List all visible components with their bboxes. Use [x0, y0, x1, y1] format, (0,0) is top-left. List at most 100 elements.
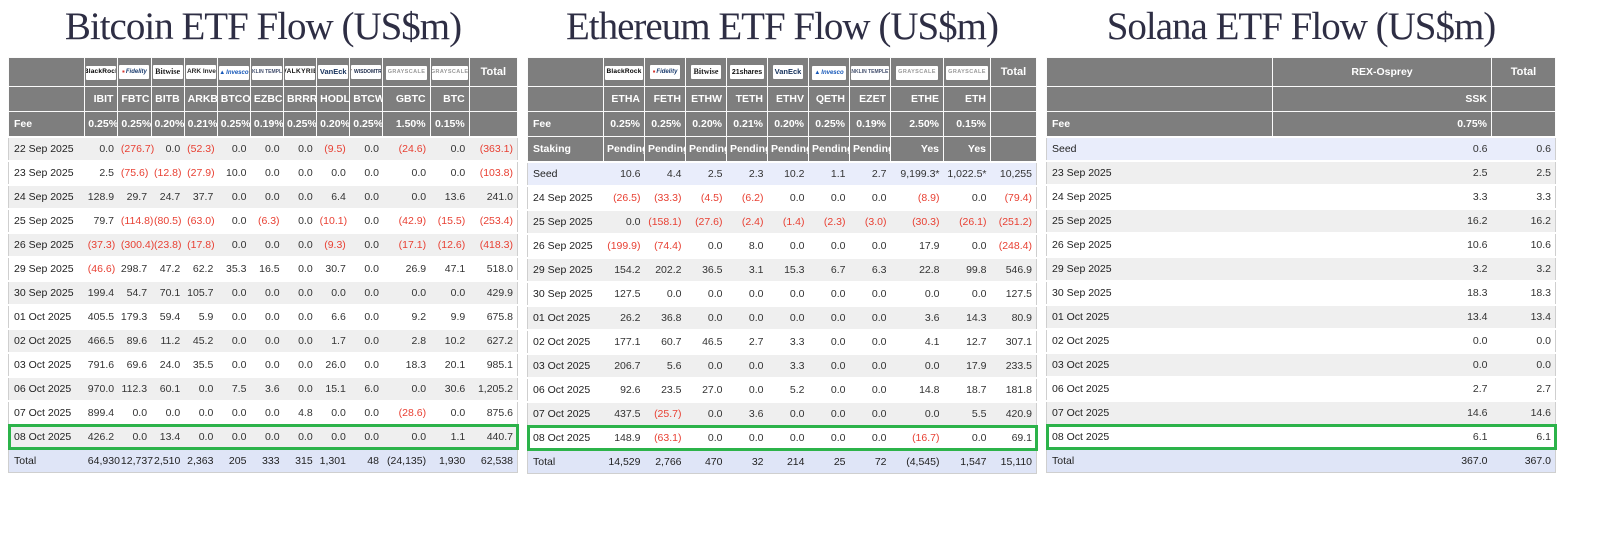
value-cell: 791.6	[84, 351, 118, 377]
vaneck-logo: VanEck	[772, 65, 804, 79]
fee-value: 0.20%	[685, 111, 727, 137]
table-header: REX-Osprey Total SSK Fee 0.75%	[1046, 57, 1556, 137]
value-cell: 54.7	[117, 279, 152, 305]
row-total-cell: (253.4)	[469, 207, 518, 233]
row-total-cell: 127.5	[990, 280, 1037, 306]
data-row: 29 Sep 2025 3.2 3.2	[1046, 255, 1556, 281]
row-label: Total	[527, 448, 604, 474]
fee-value: 0.15%	[943, 111, 991, 137]
total-spacer-cell	[1491, 86, 1556, 112]
row-total-cell: (251.2)	[990, 208, 1037, 234]
value-cell: 0.0	[943, 280, 991, 306]
value-cell: 202.2	[644, 256, 686, 282]
staking-row: Staking Pending Pending Pending Pending Pendi…	[527, 136, 1037, 162]
staking-value: Pending	[808, 136, 850, 162]
row-total-cell: 546.9	[990, 256, 1037, 282]
value-cell: (10.1)	[316, 207, 350, 233]
value-cell: (24,135)	[382, 447, 431, 473]
row-label: 03 Oct 2025	[1046, 351, 1273, 377]
data-row: 25 Sep 2025 0.0 (158.1) (27.6) (2.4) (1.4) (2.…	[527, 208, 1037, 234]
value-cell: 2,510	[151, 447, 185, 473]
solana-etf-flow-table: REX-Osprey Total SSK Fee 0.75% Seed 0.6 0.6 23 S…	[1045, 57, 1557, 473]
value-cell: 0.0	[349, 351, 383, 377]
provider-cell: 21shares	[726, 57, 768, 87]
row-total-cell: 875.6	[469, 399, 518, 425]
value-cell: 0.0	[849, 400, 891, 426]
row-label: 02 Oct 2025	[1046, 327, 1273, 353]
ticker-header: BTC	[429, 86, 470, 112]
solana-panel: Solana ETF Flow (US$m) REX-Osprey Total SS…	[1045, 0, 1557, 474]
row-label: 01 Oct 2025	[527, 304, 604, 330]
rex-osprey-logo: REX-Osprey	[1351, 67, 1413, 78]
row-total-cell: (363.1)	[469, 135, 518, 161]
value-cell: 3.3	[767, 352, 809, 378]
row-total-cell: 181.8	[990, 376, 1037, 402]
data-row: 07 Oct 2025 899.4 0.0 0.0 0.0 0.0 0.0 4.8 0.0 0.0…	[8, 399, 518, 425]
data-row: 30 Sep 2025 127.5 0.0 0.0 0.0 0.0 0.0 0.0 0.0 0.0…	[527, 280, 1037, 306]
valkyrie-logo: Valkyrie	[285, 65, 316, 80]
row-label: 24 Sep 2025	[8, 183, 85, 209]
data-row: 25 Sep 2025 79.7 (114.8) (80.5) (63.0) 0.0 (6.…	[8, 207, 518, 233]
data-row: 24 Sep 2025 (26.5) (33.3) (4.5) (6.2) 0.0 0.0 0…	[527, 184, 1037, 210]
seed-row: Seed 0.6 0.6	[1046, 135, 1556, 161]
row-label: 01 Oct 2025	[8, 303, 85, 329]
ticker-header: BITB	[150, 86, 185, 112]
data-row: 30 Sep 2025 199.4 54.7 70.1 105.7 0.0 0.0 0.0 0.…	[8, 279, 518, 305]
value-cell: 0.0	[283, 135, 317, 161]
provider-cell: Valkyrie	[283, 57, 318, 87]
value-cell: 0.0	[84, 135, 118, 161]
value-cell: 30.6	[430, 375, 470, 401]
value-cell: (42.9)	[382, 207, 431, 233]
row-label: 02 Oct 2025	[8, 327, 85, 353]
fee-label: Fee	[527, 111, 604, 137]
provider-cell: Grayscale	[943, 57, 991, 87]
ticker-header: GBTC	[382, 86, 431, 112]
value-cell: 11.2	[151, 327, 185, 353]
row-label: 06 Oct 2025	[1046, 375, 1273, 401]
value-cell: 0.0	[283, 375, 317, 401]
value-cell: (63.0)	[184, 207, 218, 233]
value-cell: 12,737	[117, 447, 153, 473]
value-cell: 0.0	[349, 279, 383, 305]
value-cell: 0.0	[430, 159, 470, 185]
row-total-cell: 675.8	[469, 303, 518, 329]
row-label: 29 Sep 2025	[527, 256, 604, 282]
value-cell: 0.0	[603, 208, 645, 234]
value-cell: 0.0	[283, 207, 317, 233]
value-cell: (2.3)	[808, 208, 850, 234]
value-cell: 0.0	[382, 375, 431, 401]
value-cell: 0.0	[283, 303, 317, 329]
value-cell: 148.9	[603, 424, 645, 450]
value-cell: (4.5)	[685, 184, 727, 210]
provider-cell: VanEck	[767, 57, 809, 87]
ticker-row: ETHA FETH ETHW TETH ETHV QETH EZET ETHE ETH	[527, 86, 1037, 112]
row-total-cell: 233.5	[990, 352, 1037, 378]
value-cell: 177.1	[603, 328, 645, 354]
value-cell: 0.0	[151, 399, 185, 425]
row-label: 08 Oct 2025	[1046, 423, 1273, 449]
row-total-cell: 3.2	[1491, 255, 1556, 281]
value-cell: 2,363	[184, 447, 218, 473]
data-row: 02 Oct 2025 0.0 0.0	[1046, 327, 1556, 353]
row-label: 25 Sep 2025	[1046, 207, 1273, 233]
value-cell: 0.0	[767, 184, 809, 210]
franklin-templeton-logo: Franklin Templeton	[251, 65, 283, 80]
value-cell: 15.1	[316, 375, 350, 401]
ticker-header: ETHE	[890, 86, 944, 112]
data-row: 26 Sep 2025 (199.9) (74.4) 0.0 8.0 0.0 0.0 0.0 1…	[527, 232, 1037, 258]
value-cell: 0.0	[283, 327, 317, 353]
staking-value: Pending	[644, 136, 686, 162]
row-label: 26 Sep 2025	[1046, 231, 1273, 257]
value-cell: 0.0	[808, 400, 850, 426]
ark-invest-logo: ARK Invest	[185, 65, 216, 80]
value-cell: 15.3	[767, 256, 809, 282]
value-cell: 10.0	[217, 159, 251, 185]
value-cell: 0.0	[316, 159, 350, 185]
value-cell: 60.7	[644, 328, 686, 354]
row-total-cell: 10.6	[1491, 231, 1556, 257]
fee-value: 0.19%	[849, 111, 891, 137]
value-cell: (199.9)	[603, 232, 645, 258]
wisdomtree-logo: WisdomTree	[351, 65, 382, 80]
ticker-header: EZBC	[249, 86, 285, 112]
invesco-logo: Invesco	[218, 65, 249, 80]
